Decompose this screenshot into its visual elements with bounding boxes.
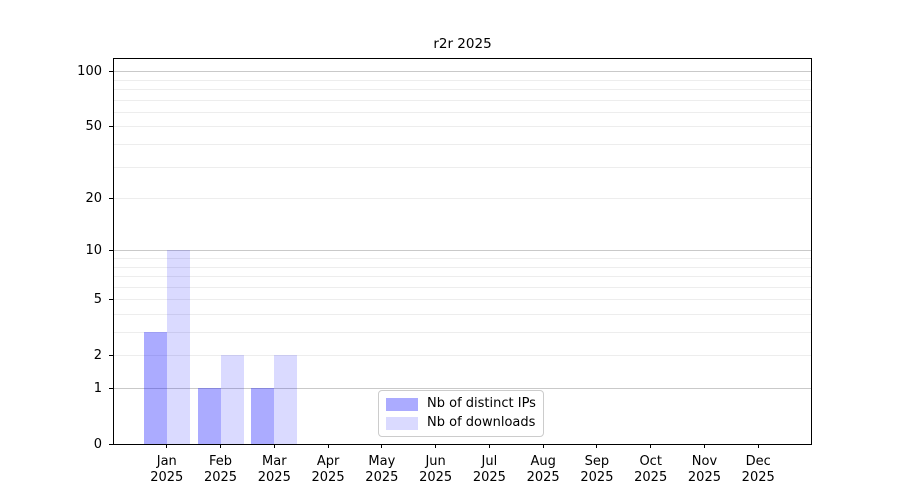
y-tick-label: 100	[77, 63, 102, 79]
x-tick	[381, 444, 383, 448]
y-tick	[109, 354, 113, 356]
minor-gridline	[114, 299, 811, 301]
major-gridline	[114, 388, 811, 389]
y-tick-label: 2	[93, 347, 102, 363]
y-tick	[109, 387, 113, 389]
legend-label-downloads: Nb of downloads	[427, 415, 536, 430]
x-tick-label-mar: Mar 2025	[257, 454, 291, 485]
x-tick	[703, 444, 705, 448]
minor-gridline	[114, 79, 811, 81]
x-tick	[488, 444, 490, 448]
y-tick	[109, 298, 113, 300]
x-tick	[542, 444, 544, 448]
bar-feb-downloads	[220, 355, 244, 444]
y-tick	[109, 197, 113, 199]
x-tick	[220, 444, 222, 448]
minor-gridline	[114, 258, 811, 259]
y-tick-label: 20	[85, 190, 102, 206]
y-tick	[109, 125, 113, 127]
minor-gridline	[114, 126, 811, 128]
legend-label-distinct-ips: Nb of distinct IPs	[427, 396, 536, 411]
y-tick	[109, 443, 113, 445]
minor-gridline	[114, 276, 811, 278]
x-tick-label-dec: Dec 2025	[741, 454, 775, 485]
x-tick-label-jan: Jan 2025	[150, 454, 184, 485]
minor-gridline	[114, 286, 811, 288]
x-tick-label-apr: Apr 2025	[311, 454, 345, 485]
legend: Nb of distinct IPs Nb of downloads	[378, 390, 544, 437]
x-tick-label-may: May 2025	[365, 454, 399, 485]
x-tick-label-oct: Oct 2025	[634, 454, 668, 485]
major-gridline	[114, 71, 811, 73]
plot-area	[113, 58, 812, 445]
bar-jan-downloads	[166, 250, 190, 444]
x-tick	[650, 444, 652, 448]
legend-swatch-downloads	[386, 416, 418, 430]
minor-gridline	[114, 166, 811, 168]
y-tick-label: 50	[85, 118, 102, 134]
x-tick-label-feb: Feb 2025	[203, 454, 238, 485]
x-tick	[435, 444, 437, 448]
major-gridline	[114, 250, 811, 252]
y-tick	[109, 249, 113, 251]
minor-gridline	[114, 355, 811, 357]
x-tick-label-sep: Sep 2025	[580, 454, 614, 485]
minor-gridline	[114, 89, 811, 91]
minor-gridline	[114, 313, 811, 315]
minor-gridline	[114, 144, 811, 146]
x-tick-label-jun: Jun 2025	[419, 454, 453, 485]
y-tick-label: 0	[93, 436, 102, 452]
minor-gridline	[114, 99, 811, 101]
minor-gridline	[114, 198, 811, 200]
y-tick-label: 10	[85, 242, 102, 258]
y-tick	[109, 70, 113, 72]
y-tick-label: 1	[93, 380, 102, 396]
x-tick	[757, 444, 759, 448]
x-tick-label-nov: Nov 2025	[687, 454, 721, 485]
x-tick	[596, 444, 598, 448]
bar-mar-distinct-ips	[251, 388, 275, 444]
minor-gridline	[114, 332, 811, 334]
legend-entry-distinct-ips: Nb of distinct IPs	[386, 397, 536, 411]
bar-feb-distinct-ips	[197, 388, 221, 444]
legend-swatch-distinct-ips	[386, 397, 418, 411]
x-tick-label-jul: Jul 2025	[472, 454, 506, 485]
chart-title: r2r 2025	[433, 36, 492, 52]
x-tick-label-aug: Aug 2025	[526, 454, 560, 485]
bar-mar-downloads	[274, 355, 298, 444]
x-tick	[327, 444, 329, 448]
minor-gridline	[114, 266, 811, 268]
x-tick	[166, 444, 168, 448]
y-tick-label: 5	[93, 291, 102, 307]
x-tick	[273, 444, 275, 448]
bar-jan-distinct-ips	[143, 332, 167, 444]
minor-gridline	[114, 111, 811, 113]
legend-entry-downloads: Nb of downloads	[386, 416, 536, 430]
